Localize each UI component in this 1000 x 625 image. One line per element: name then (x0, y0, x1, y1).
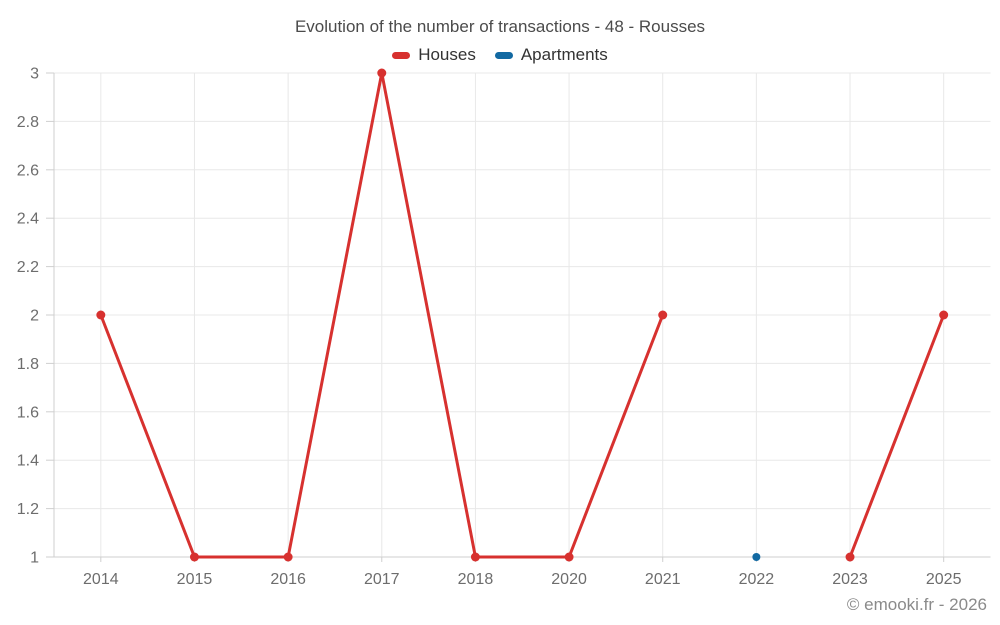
x-tick-label: 2021 (645, 571, 681, 588)
y-tick-label: 1.4 (17, 453, 39, 470)
x-tick-label: 2020 (551, 571, 587, 588)
x-tick-label: 2022 (739, 571, 775, 588)
y-tick-label: 2.4 (17, 211, 39, 228)
houses-point[interactable] (939, 310, 949, 320)
copyright: © emooki.fr - 2026 (846, 595, 987, 614)
y-tick-label: 2.6 (17, 162, 39, 179)
houses-point[interactable] (845, 552, 855, 562)
chart-title: Evolution of the number of transactions … (294, 17, 706, 36)
houses-point[interactable] (377, 68, 387, 78)
x-tick-label: 2018 (458, 571, 494, 588)
houses-point[interactable] (283, 552, 293, 562)
legend-item-apartments[interactable]: Apartments (494, 45, 608, 65)
y-tick-label: 2 (30, 308, 39, 325)
legend-label-houses: Houses (418, 45, 476, 64)
x-tick-label: 2023 (832, 571, 868, 588)
apartments-point[interactable] (752, 553, 761, 561)
y-tick-label: 1.8 (17, 356, 39, 373)
x-tick-label: 2015 (177, 571, 213, 588)
x-tick-label: 2016 (270, 571, 306, 588)
houses-point[interactable] (658, 310, 668, 320)
legend-item-houses[interactable]: Houses (392, 45, 476, 65)
apartments-swatch-icon (494, 51, 513, 59)
houses-swatch-icon (392, 51, 411, 59)
y-tick-label: 3 (30, 66, 39, 83)
legend-label-apartments: Apartments (520, 45, 608, 64)
legend: Houses Apartments (0, 45, 1000, 65)
y-tick-label: 1.6 (17, 404, 39, 421)
x-tick-label: 2014 (83, 571, 119, 588)
houses-point[interactable] (564, 552, 574, 562)
houses-point[interactable] (470, 552, 480, 562)
x-tick-label: 2025 (926, 571, 962, 588)
y-tick-label: 1 (30, 550, 39, 567)
houses-line (848, 313, 946, 559)
x-tick-label: 2017 (364, 571, 400, 588)
y-tick-label: 1.2 (17, 501, 39, 518)
y-tick-label: 2.2 (17, 259, 39, 276)
y-tick-label: 2.8 (17, 114, 39, 131)
houses-point[interactable] (189, 552, 199, 562)
houses-point[interactable] (96, 310, 106, 320)
